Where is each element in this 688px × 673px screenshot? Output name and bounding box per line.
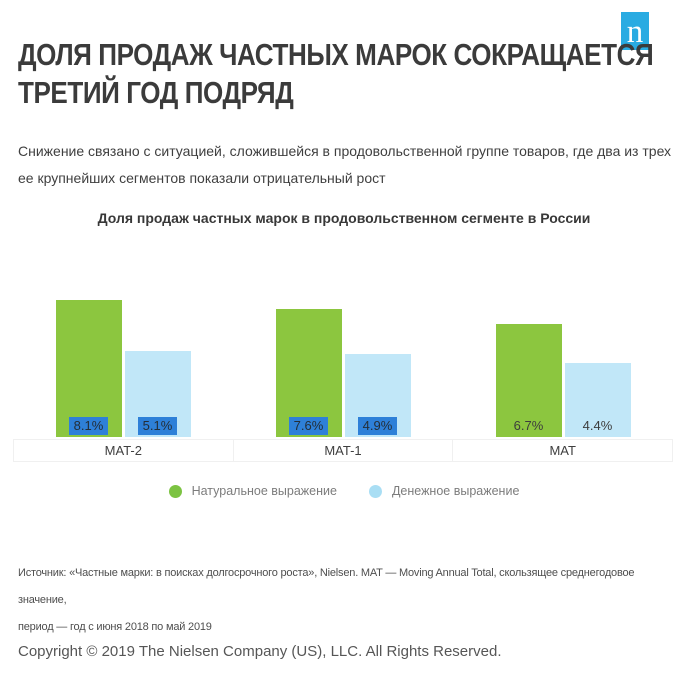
bar-value-label[interactable]: 8.1% <box>68 417 109 435</box>
bar-value-label[interactable]: 7.6% <box>288 417 329 435</box>
bar-group-MAT-1: 7.6% 4.9% <box>233 237 453 437</box>
source-note: Источник: «Частные марки: в поисках долг… <box>18 560 678 641</box>
bar-group-MAT: 6.7% 4.4% <box>453 237 673 437</box>
page-title-line2: ТРЕТИЙ ГОД ПОДРЯД <box>18 75 294 110</box>
legend-item-2[interactable]: Денежное выражение <box>368 484 520 498</box>
bar-series2-MAT[interactable]: 4.4% <box>564 363 631 437</box>
page-subtitle-line1: Снижение связано с ситуацией, сложившейс… <box>18 143 672 159</box>
legend: Натуральное выражение Денежное выражение <box>0 484 688 498</box>
bar-series1-MAT-1[interactable]: 7.6% <box>275 309 342 437</box>
page-subtitle-line2: ее крупнейших сегментов показали отрицат… <box>18 170 386 186</box>
chart-plot: 8.1% 5.1% 7.6% 4.9% 6.7% 4.4% <box>13 237 673 437</box>
bar-series1-MAT-2[interactable]: 8.1% <box>55 300 122 437</box>
legend-dot-icon <box>368 484 382 498</box>
legend-item-label: Денежное выражение <box>391 484 520 498</box>
copyright-text: Copyright © 2019 The Nielsen Company (US… <box>18 643 502 660</box>
bar-value-label[interactable]: 4.4% <box>582 418 613 433</box>
bar-series2-MAT-1[interactable]: 4.9% <box>344 354 411 437</box>
page-title-line1: ДОЛЯ ПРОДАЖ ЧАСТНЫХ МАРОК СОКРАЩАЕТСЯ <box>18 37 654 72</box>
chart-title: Доля продаж частных марок в продовольств… <box>97 210 591 226</box>
axis-label-MAT-1[interactable]: MAT-1 <box>232 439 454 462</box>
nielsen-logo[interactable]: n <box>621 12 649 50</box>
legend-item-1[interactable]: Натуральное выражение <box>168 484 337 498</box>
axis-row: MAT-2 MAT-1 MAT <box>13 439 674 462</box>
bar-value-label[interactable]: 6.7% <box>513 418 544 433</box>
page-subtitle: Снижение связано с ситуацией, сложившейс… <box>18 138 678 192</box>
page-title: ДОЛЯ ПРОДАЖ ЧАСТНЫХ МАРОК СОКРАЩАЕТСЯ ТР… <box>18 36 654 112</box>
axis-label-MAT[interactable]: MAT <box>452 439 674 462</box>
bar-series2-MAT-2[interactable]: 5.1% <box>124 351 191 437</box>
source-note-line2: период — год с июня 2018 по май 2019 <box>18 621 212 633</box>
bar-series1-MAT[interactable]: 6.7% <box>495 324 562 437</box>
axis-label-MAT-2[interactable]: MAT-2 <box>13 439 234 462</box>
bar-value-label[interactable]: 5.1% <box>137 417 178 435</box>
nielsen-logo-letter: n <box>626 14 644 50</box>
source-note-line1: Источник: «Частные марки: в поисках долг… <box>18 567 635 606</box>
bar-value-label[interactable]: 4.9% <box>357 417 398 435</box>
legend-item-label: Натуральное выражение <box>191 484 337 498</box>
bar-group-MAT-2: 8.1% 5.1% <box>13 237 233 437</box>
legend-dot-icon <box>168 484 182 498</box>
